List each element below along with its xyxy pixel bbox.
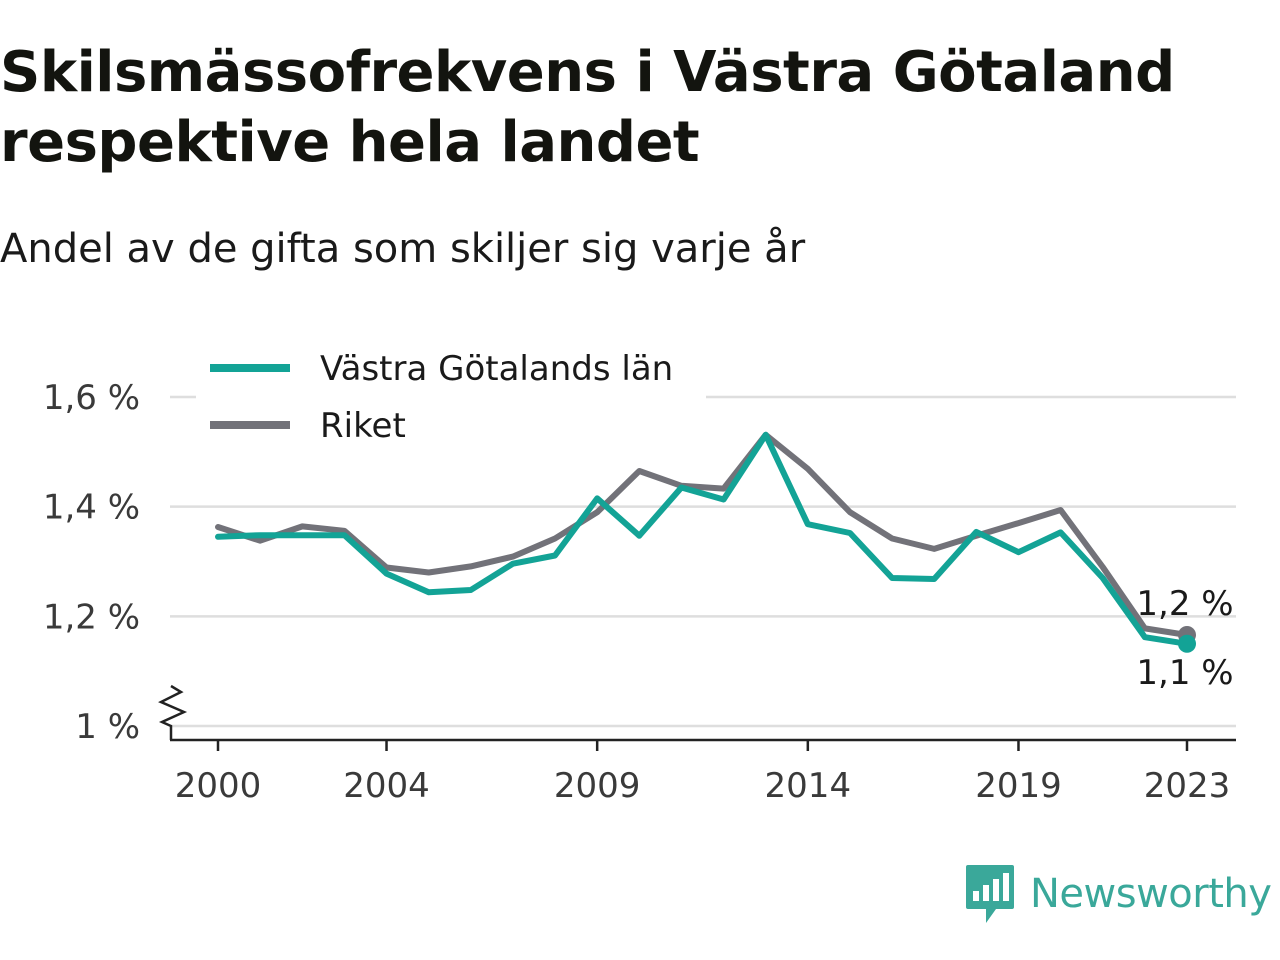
end-points: 1,2 % 1,1 %: [1136, 584, 1233, 693]
legend-label: Riket: [320, 406, 406, 446]
y-tick-label: 1 %: [75, 707, 140, 747]
x-tick-label: 2004: [343, 766, 430, 806]
end-label-riket: 1,2 %: [1136, 584, 1233, 624]
y-tick-label: 1,6 %: [43, 378, 140, 418]
series-lines: [215, 431, 1190, 647]
legend-label: Västra Götalands län: [320, 349, 673, 389]
series-line-vastra-gotaland: [215, 431, 1190, 647]
x-tick-label: 2023: [1144, 766, 1231, 806]
newsworthy-chart-icon: [966, 865, 1014, 923]
x-axis: 2000 2004 2009 2014 2019 2023: [158, 684, 1236, 806]
x-tick-label: 2014: [765, 766, 852, 806]
line-chart: 1 %1,2 %1,4 %1,6 % 2000 2004 2009 2014 2019 2…: [43, 338, 1236, 806]
chart-subtitle: Andel av de gifta som skiljer sig varje …: [0, 226, 806, 272]
newsworthy-logo: Newsworthy: [964, 862, 1272, 926]
y-axis-ticks: 1 % 1,2 % 1,4 % 1,6 %: [43, 378, 140, 747]
axis-break-icon: [158, 684, 188, 740]
end-point-vastra-gotaland: [1178, 634, 1196, 653]
brand-name: Newsworthy: [1030, 871, 1272, 917]
x-tick-label: 2000: [175, 766, 262, 806]
x-tick-label: 2009: [554, 766, 641, 806]
series-line-riket: [215, 431, 1190, 638]
y-tick-label: 1,2 %: [43, 597, 140, 637]
y-tick-label: 1,4 %: [43, 488, 140, 528]
chart-title: Skilsmässofrekvens i Västra Götaland res…: [0, 40, 1175, 175]
legend: Västra Götalands län Riket: [196, 338, 706, 446]
end-label-vastra-gotaland: 1,1 %: [1136, 653, 1233, 693]
grid-lines: [170, 395, 1236, 728]
x-tick-label: 2019: [975, 766, 1062, 806]
